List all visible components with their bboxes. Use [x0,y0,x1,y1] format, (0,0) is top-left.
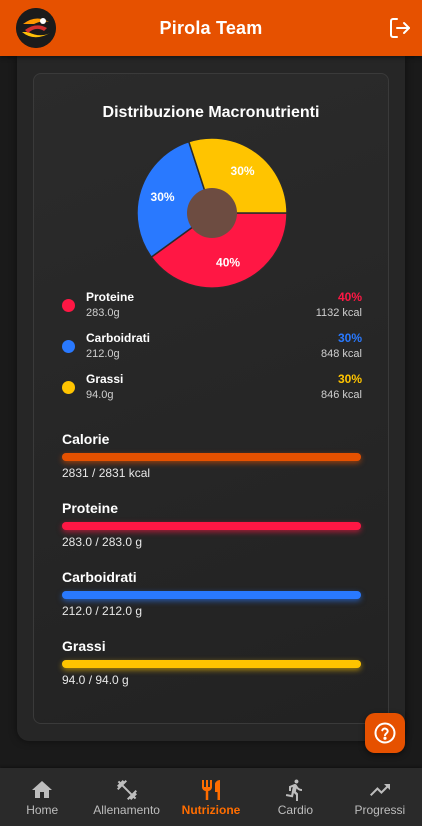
nav-label: Allenamento [93,803,160,817]
legend-kcal: 1132 kcal [315,307,362,319]
help-icon [374,722,396,744]
legend-name: Grassi [86,372,124,386]
app-header: Pirola Team [0,0,422,56]
bar-value: 283.0 / 283.0 g [62,535,143,549]
bar-label: Grassi [62,638,106,654]
legend-dot [62,340,75,353]
legend-item-grassi: Grassi 94.0g 30% 846 kcal [62,372,362,408]
cutlery-icon [202,780,221,800]
progress-track [62,453,361,461]
progress-fill [62,453,361,461]
bar-value: 2831 / 2831 kcal [62,466,151,480]
running-icon [286,779,303,801]
nav-label: Home [26,803,59,817]
logout-icon[interactable] [388,16,412,40]
trending-up-icon [369,784,390,796]
bar-value: 94.0 / 94.0 g [62,673,129,687]
nav-item-allenamento[interactable]: Allenamento [84,768,168,826]
dumbbell-icon [116,780,137,800]
legend-kcal: 848 kcal [321,348,362,360]
progress-track [62,522,361,530]
bottom-nav: Home Allenamento Nutrizione Cardio Progr… [0,768,422,826]
help-button[interactable] [365,713,405,753]
legend-name: Proteine [86,290,135,304]
legend-item-proteine: Proteine 283.0g 40% 1132 kcal [62,290,362,326]
progress-track [62,591,361,599]
pie-label-carboidrati: 30% [151,190,175,204]
legend-dot [62,299,75,312]
legend-grams: 283.0g [86,307,120,319]
team-logo-icon[interactable] [16,8,56,48]
legend-kcal: 846 kcal [321,389,362,401]
nav-item-cardio[interactable]: Cardio [253,768,337,826]
progress-fill [62,522,361,530]
bar-label: Calorie [62,431,110,447]
nav-label: Progressi [354,803,406,817]
pie-slice-proteine [150,212,288,289]
pie-slice-carboidrati [136,140,213,259]
legend-grams: 94.0g [86,389,114,401]
progress-proteine: Proteine 283.0 / 283.0 g [62,500,361,560]
progress-carboidrati: Carboidrati 212.0 / 212.0 g [62,569,361,629]
bar-value: 212.0 / 212.0 g [62,604,143,618]
legend-pct: 40% [337,290,362,304]
pie-center [187,188,237,238]
progress-fill [62,591,361,599]
legend-dot [62,381,75,394]
nav-item-home[interactable]: Home [0,768,84,826]
progress-track [62,660,361,668]
macro-pie-chart: 40% 30% 30% [136,137,288,289]
chart-title: Distribuzione Macronutrienti [102,104,320,121]
pie-label-proteine: 40% [216,255,240,269]
page-title: Pirola Team [159,17,263,38]
legend-pct: 30% [337,331,362,345]
progress-fill [62,660,361,668]
progress-grassi: Grassi 94.0 / 94.0 g [62,638,361,698]
bar-label: Proteine [62,500,119,516]
nav-label: Nutrizione [181,803,241,817]
home-icon [32,781,53,798]
nav-item-nutrizione[interactable]: Nutrizione [169,768,253,826]
nav-item-progressi[interactable]: Progressi [338,768,422,826]
macro-card: Distribuzione Macronutrienti 40% 30% 30% P… [33,73,389,724]
pie-label-grassi: 30% [231,164,255,178]
nav-label: Cardio [277,803,314,817]
bar-label: Carboidrati [62,569,137,585]
legend-pct: 30% [337,372,362,386]
progress-calorie: Calorie 2831 / 2831 kcal [62,431,361,491]
legend-item-carboidrati: Carboidrati 212.0g 30% 848 kcal [62,331,362,367]
legend-grams: 212.0g [86,348,120,360]
legend-name: Carboidrati [86,331,151,345]
